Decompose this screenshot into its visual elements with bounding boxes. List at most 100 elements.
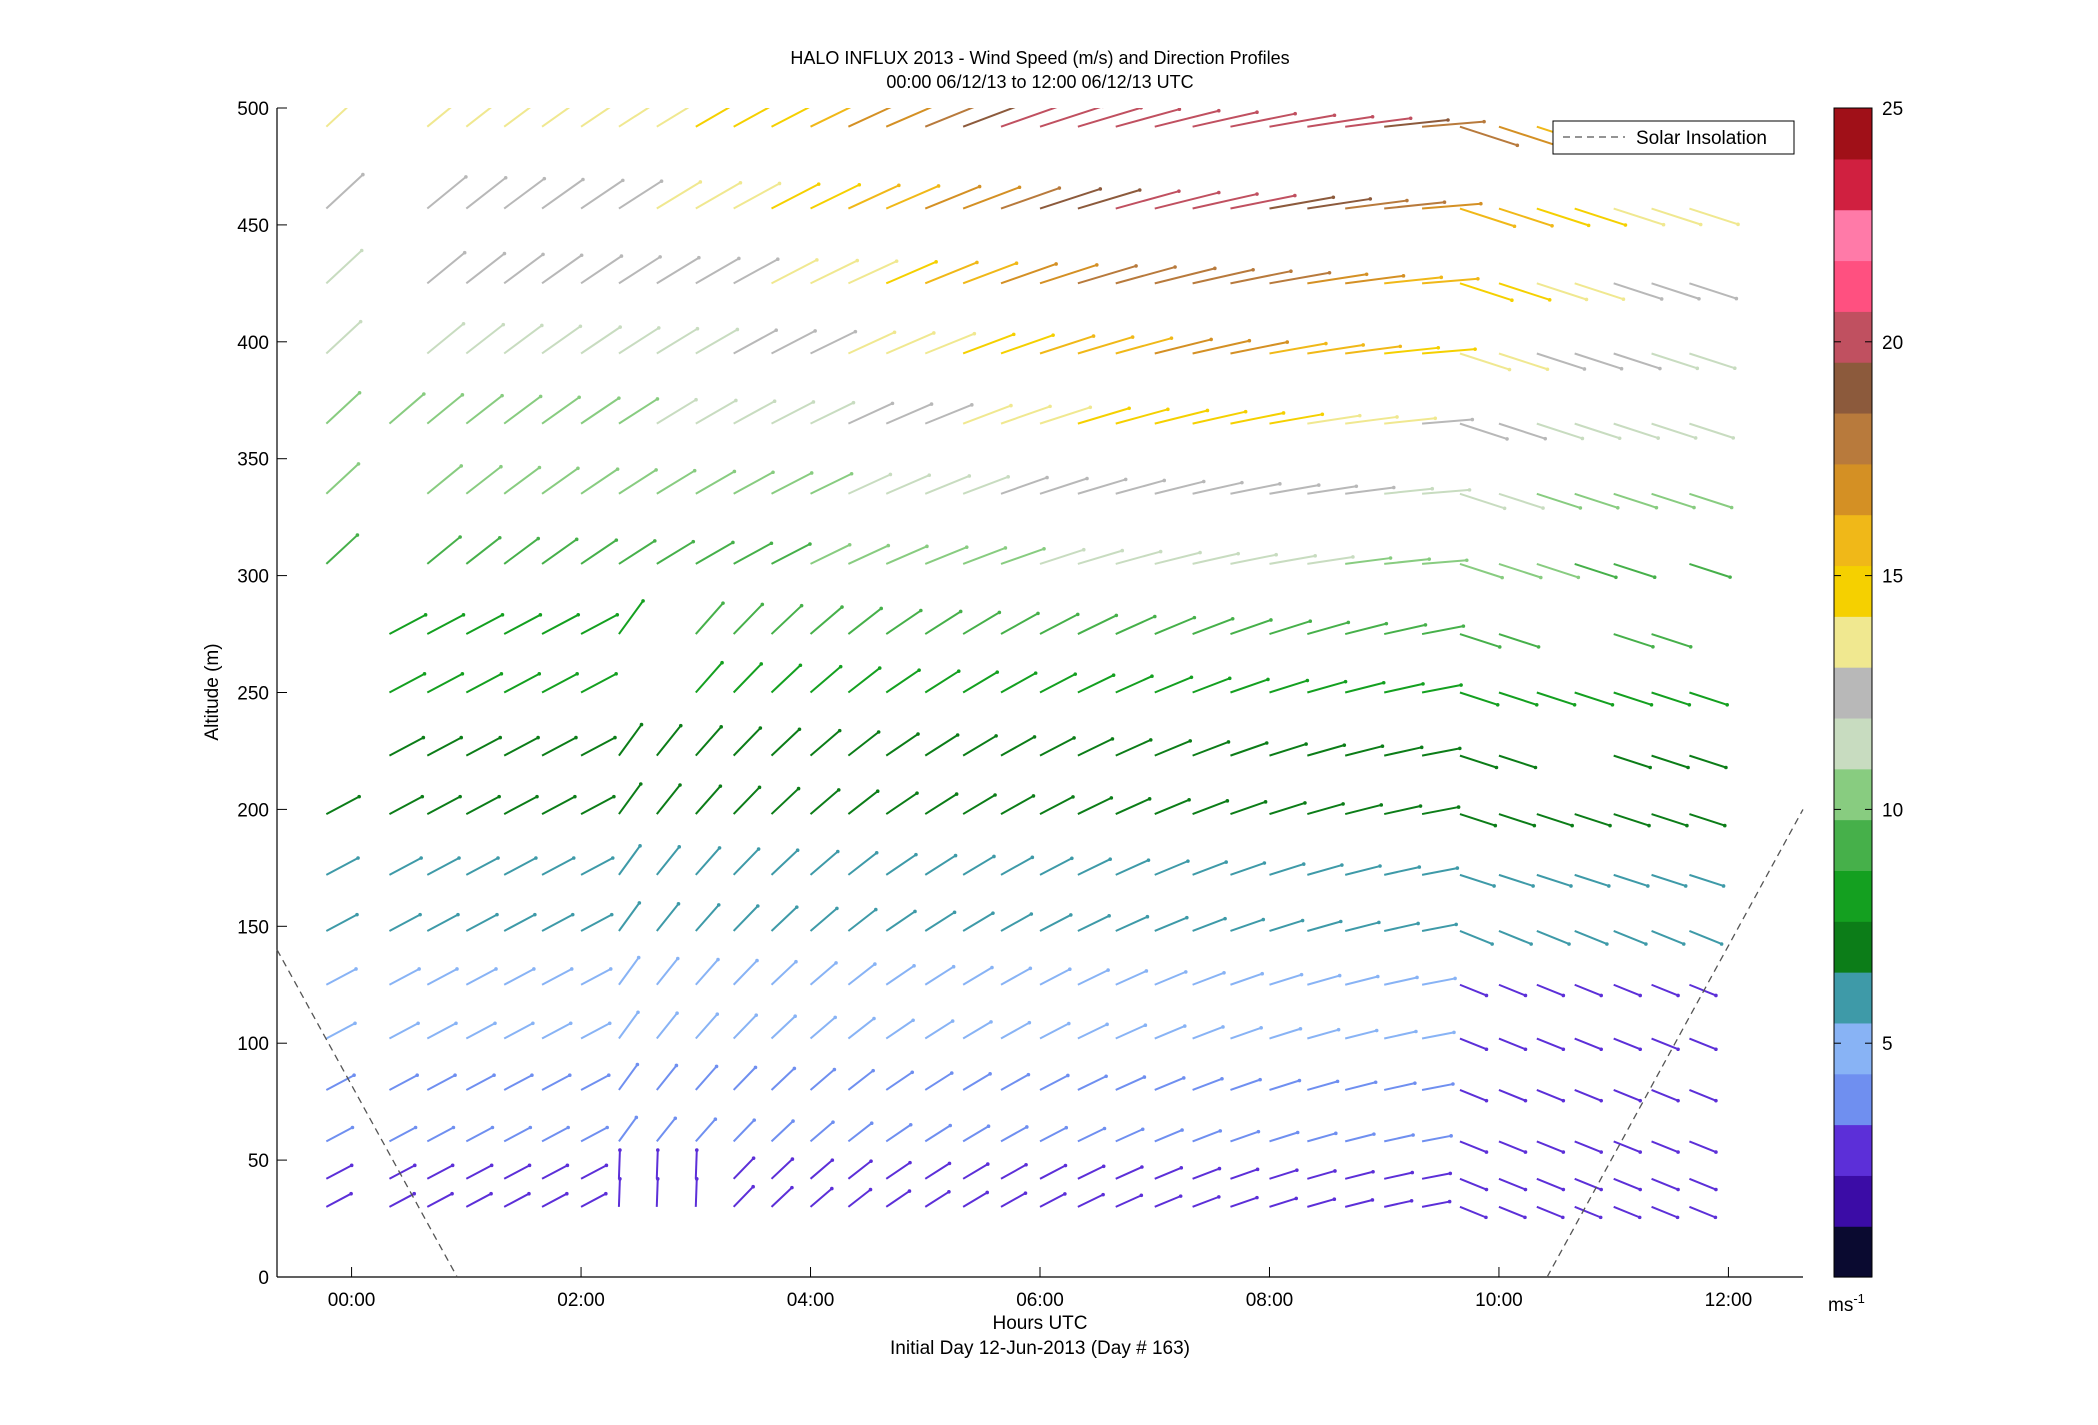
chart-subtitle: 00:00 06/12/13 to 12:00 06/12/13 UTC [886,72,1193,92]
wind-vector-head [1305,678,1310,683]
wind-vector-head [916,732,920,736]
wind-vector-head [621,178,625,183]
wind-vector [503,795,538,815]
x-tick-label: 08:00 [1246,1290,1294,1311]
wind-vector [541,1022,572,1040]
wind-vector-head [1681,942,1686,946]
wind-vector [1039,406,1091,425]
x-axis-sublabel: Initial Day 12-Jun-2013 (Day # 163) [890,1338,1190,1359]
wind-vector [1039,1022,1070,1040]
wind-vector [656,108,690,128]
wind-vector-head [1300,918,1305,923]
wind-vector-head [760,602,765,607]
wind-vector [695,541,734,565]
wind-vector-head [1105,1022,1109,1027]
wind-vector [1192,268,1254,285]
wind-vector [695,785,722,815]
wind-vector [1651,1205,1678,1219]
wind-vector [1536,1177,1564,1191]
wind-vector-head [676,902,681,906]
wind-vector-head [501,322,506,327]
wind-vector [1574,813,1611,827]
solar-insolation-lines [276,809,1804,1278]
wind-vector [924,965,955,986]
wind-vector [656,327,698,355]
wind-vector-head [975,260,979,265]
wind-vector-head [947,1189,951,1194]
wind-vector [656,181,701,210]
wind-vector-head [759,662,764,666]
y-tick-label: 50 [248,1151,269,1172]
wind-vector-head [936,184,941,188]
wind-vector-head [1139,108,1143,110]
wind-vector [465,1126,493,1143]
wind-vector [426,394,464,425]
wind-vector [695,108,731,128]
wind-vector-head [1676,993,1680,998]
wind-vector [1536,1089,1564,1102]
wind-vector-head [675,1011,679,1015]
wind-vector [1421,1200,1450,1208]
wind-vector-head [497,535,502,540]
wind-vector-head [1687,702,1692,707]
y-tick-label: 500 [237,99,269,120]
wind-vector [847,108,892,128]
wind-vector-head [1731,436,1736,440]
wind-vector [1269,342,1327,355]
wind-vector [426,176,467,210]
wind-vector-head [581,177,585,182]
wind-vector-head [1295,1168,1299,1172]
wind-vector [1384,487,1433,495]
wind-vector-head [1316,483,1321,487]
wind-vector-head [674,1063,679,1068]
wind-vector-head [847,543,852,547]
wind-vector-head [955,733,960,737]
wind-vector [1651,422,1696,439]
wind-vector [885,332,935,355]
wind-vector-head [1418,804,1423,808]
wind-vector-head [1523,1098,1528,1103]
wind-vector-head [1693,436,1698,440]
wind-vector [1574,1037,1602,1051]
wind-vector-head [1484,1047,1489,1052]
wind-vector [388,1022,419,1040]
wind-vector-head [1181,1076,1186,1080]
wind-vector-head [1240,480,1244,485]
wind-vector [1077,796,1112,815]
wind-vector-head [1218,1129,1223,1133]
wind-vector [1689,930,1722,945]
wind-vector-head [798,663,803,668]
wind-vector [388,857,422,876]
wind-vector [1574,930,1608,945]
x-tick-label: 00:00 [328,1290,376,1311]
wind-vector-head [832,1067,837,1072]
wind-vector [1498,352,1548,371]
wind-vector [1230,800,1266,816]
wind-vector [1345,557,1391,565]
wind-vector [1039,263,1098,285]
wind-vector-head [1147,797,1152,801]
wind-vector-head [1023,1191,1028,1195]
wind-vector [465,913,498,932]
wind-vector [1384,558,1430,565]
wind-vector [733,542,772,565]
wind-vector [1077,1127,1105,1143]
wind-vector-head [1221,1025,1225,1029]
wind-vector-head [939,101,943,105]
wind-vector [732,905,759,932]
y-tick-label: 450 [237,216,269,237]
wind-vector [1269,973,1302,986]
wind-vector-head [1523,993,1528,998]
wind-vector [465,108,492,128]
wind-vector-head [871,1068,875,1073]
wind-vector-head [655,397,660,401]
x-tick-label: 04:00 [787,1290,835,1311]
wind-vector-head [454,1021,458,1026]
wind-vector-head [1734,296,1739,301]
wind-vector-head [1313,554,1317,558]
wind-vector-head [1658,366,1662,371]
wind-vector [426,1164,454,1180]
wind-vector [1651,1037,1679,1051]
wind-vector-head [1615,505,1620,510]
wind-vector [1498,754,1536,769]
